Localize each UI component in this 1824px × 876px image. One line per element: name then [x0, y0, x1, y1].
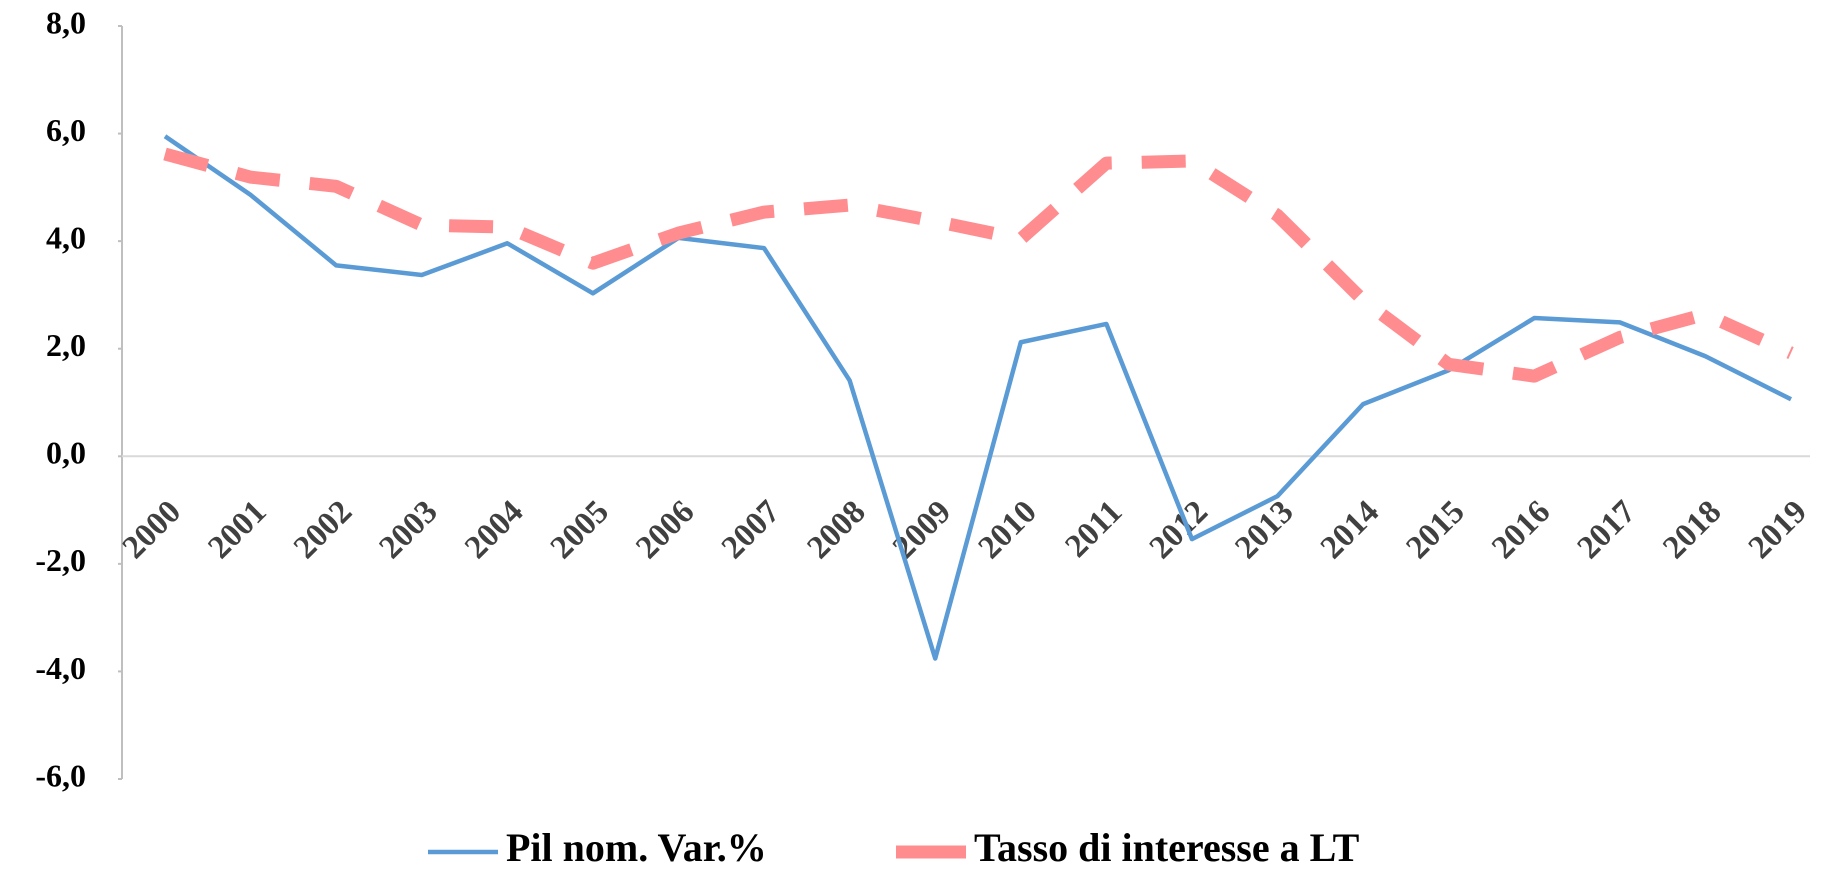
x-tick-label: 2005: [544, 494, 616, 566]
y-tick-label: 4,0: [46, 219, 86, 255]
legend-label: Tasso di interesse a LT: [974, 825, 1360, 870]
x-tick-label: 2010: [972, 494, 1044, 566]
y-tick-label: -6,0: [35, 757, 86, 793]
x-tick-label: 2008: [801, 494, 873, 566]
x-tick-label: 2011: [1059, 494, 1130, 565]
x-tick-label: 2017: [1571, 494, 1643, 566]
x-tick-label: 2003: [373, 494, 445, 566]
series-line: [163, 134, 1793, 661]
x-tick-label: 2002: [287, 494, 359, 566]
y-tick-label: -4,0: [35, 650, 86, 686]
x-tick-label: 2004: [458, 494, 530, 566]
x-tick-label: 2006: [629, 494, 701, 566]
x-tick-label: 2000: [116, 494, 188, 566]
series-line: [163, 147, 1794, 383]
x-tick-label: 2018: [1656, 494, 1728, 566]
y-tick-label: 0,0: [46, 435, 86, 471]
y-tick-label: 8,0: [46, 4, 86, 40]
x-tick-label: 2019: [1742, 494, 1814, 566]
x-tick-label: 2014: [1314, 494, 1386, 566]
legend-label: Pil nom. Var.%: [506, 825, 767, 870]
x-tick-label: 2015: [1400, 494, 1472, 566]
y-tick-label: 6,0: [46, 112, 86, 148]
y-tick-label: -2,0: [35, 542, 86, 578]
x-tick-label: 2016: [1485, 494, 1557, 566]
x-tick-label: 2001: [201, 494, 273, 566]
x-tick-label: 2007: [715, 494, 787, 566]
y-tick-label: 2,0: [46, 327, 86, 363]
